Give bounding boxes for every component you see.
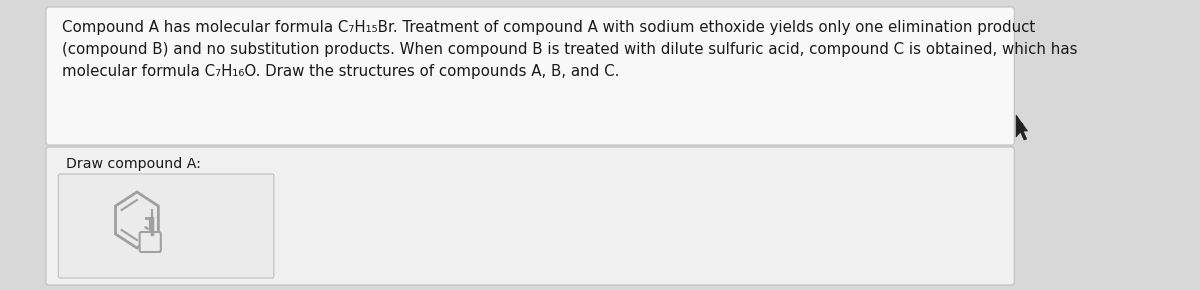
Polygon shape <box>1016 115 1027 140</box>
Text: (compound B) and no substitution products. When compound B is treated with dilut: (compound B) and no substitution product… <box>62 42 1078 57</box>
Text: Compound A has molecular formula C₇H₁₅Br. Treatment of compound A with sodium et: Compound A has molecular formula C₇H₁₅Br… <box>62 20 1036 35</box>
Text: molecular formula C₇H₁₆O. Draw the structures of compounds A, B, and C.: molecular formula C₇H₁₆O. Draw the struc… <box>62 64 619 79</box>
Text: Draw compound A:: Draw compound A: <box>66 157 202 171</box>
FancyBboxPatch shape <box>139 232 161 252</box>
FancyBboxPatch shape <box>46 147 1014 285</box>
FancyBboxPatch shape <box>46 7 1014 145</box>
FancyBboxPatch shape <box>59 174 274 278</box>
